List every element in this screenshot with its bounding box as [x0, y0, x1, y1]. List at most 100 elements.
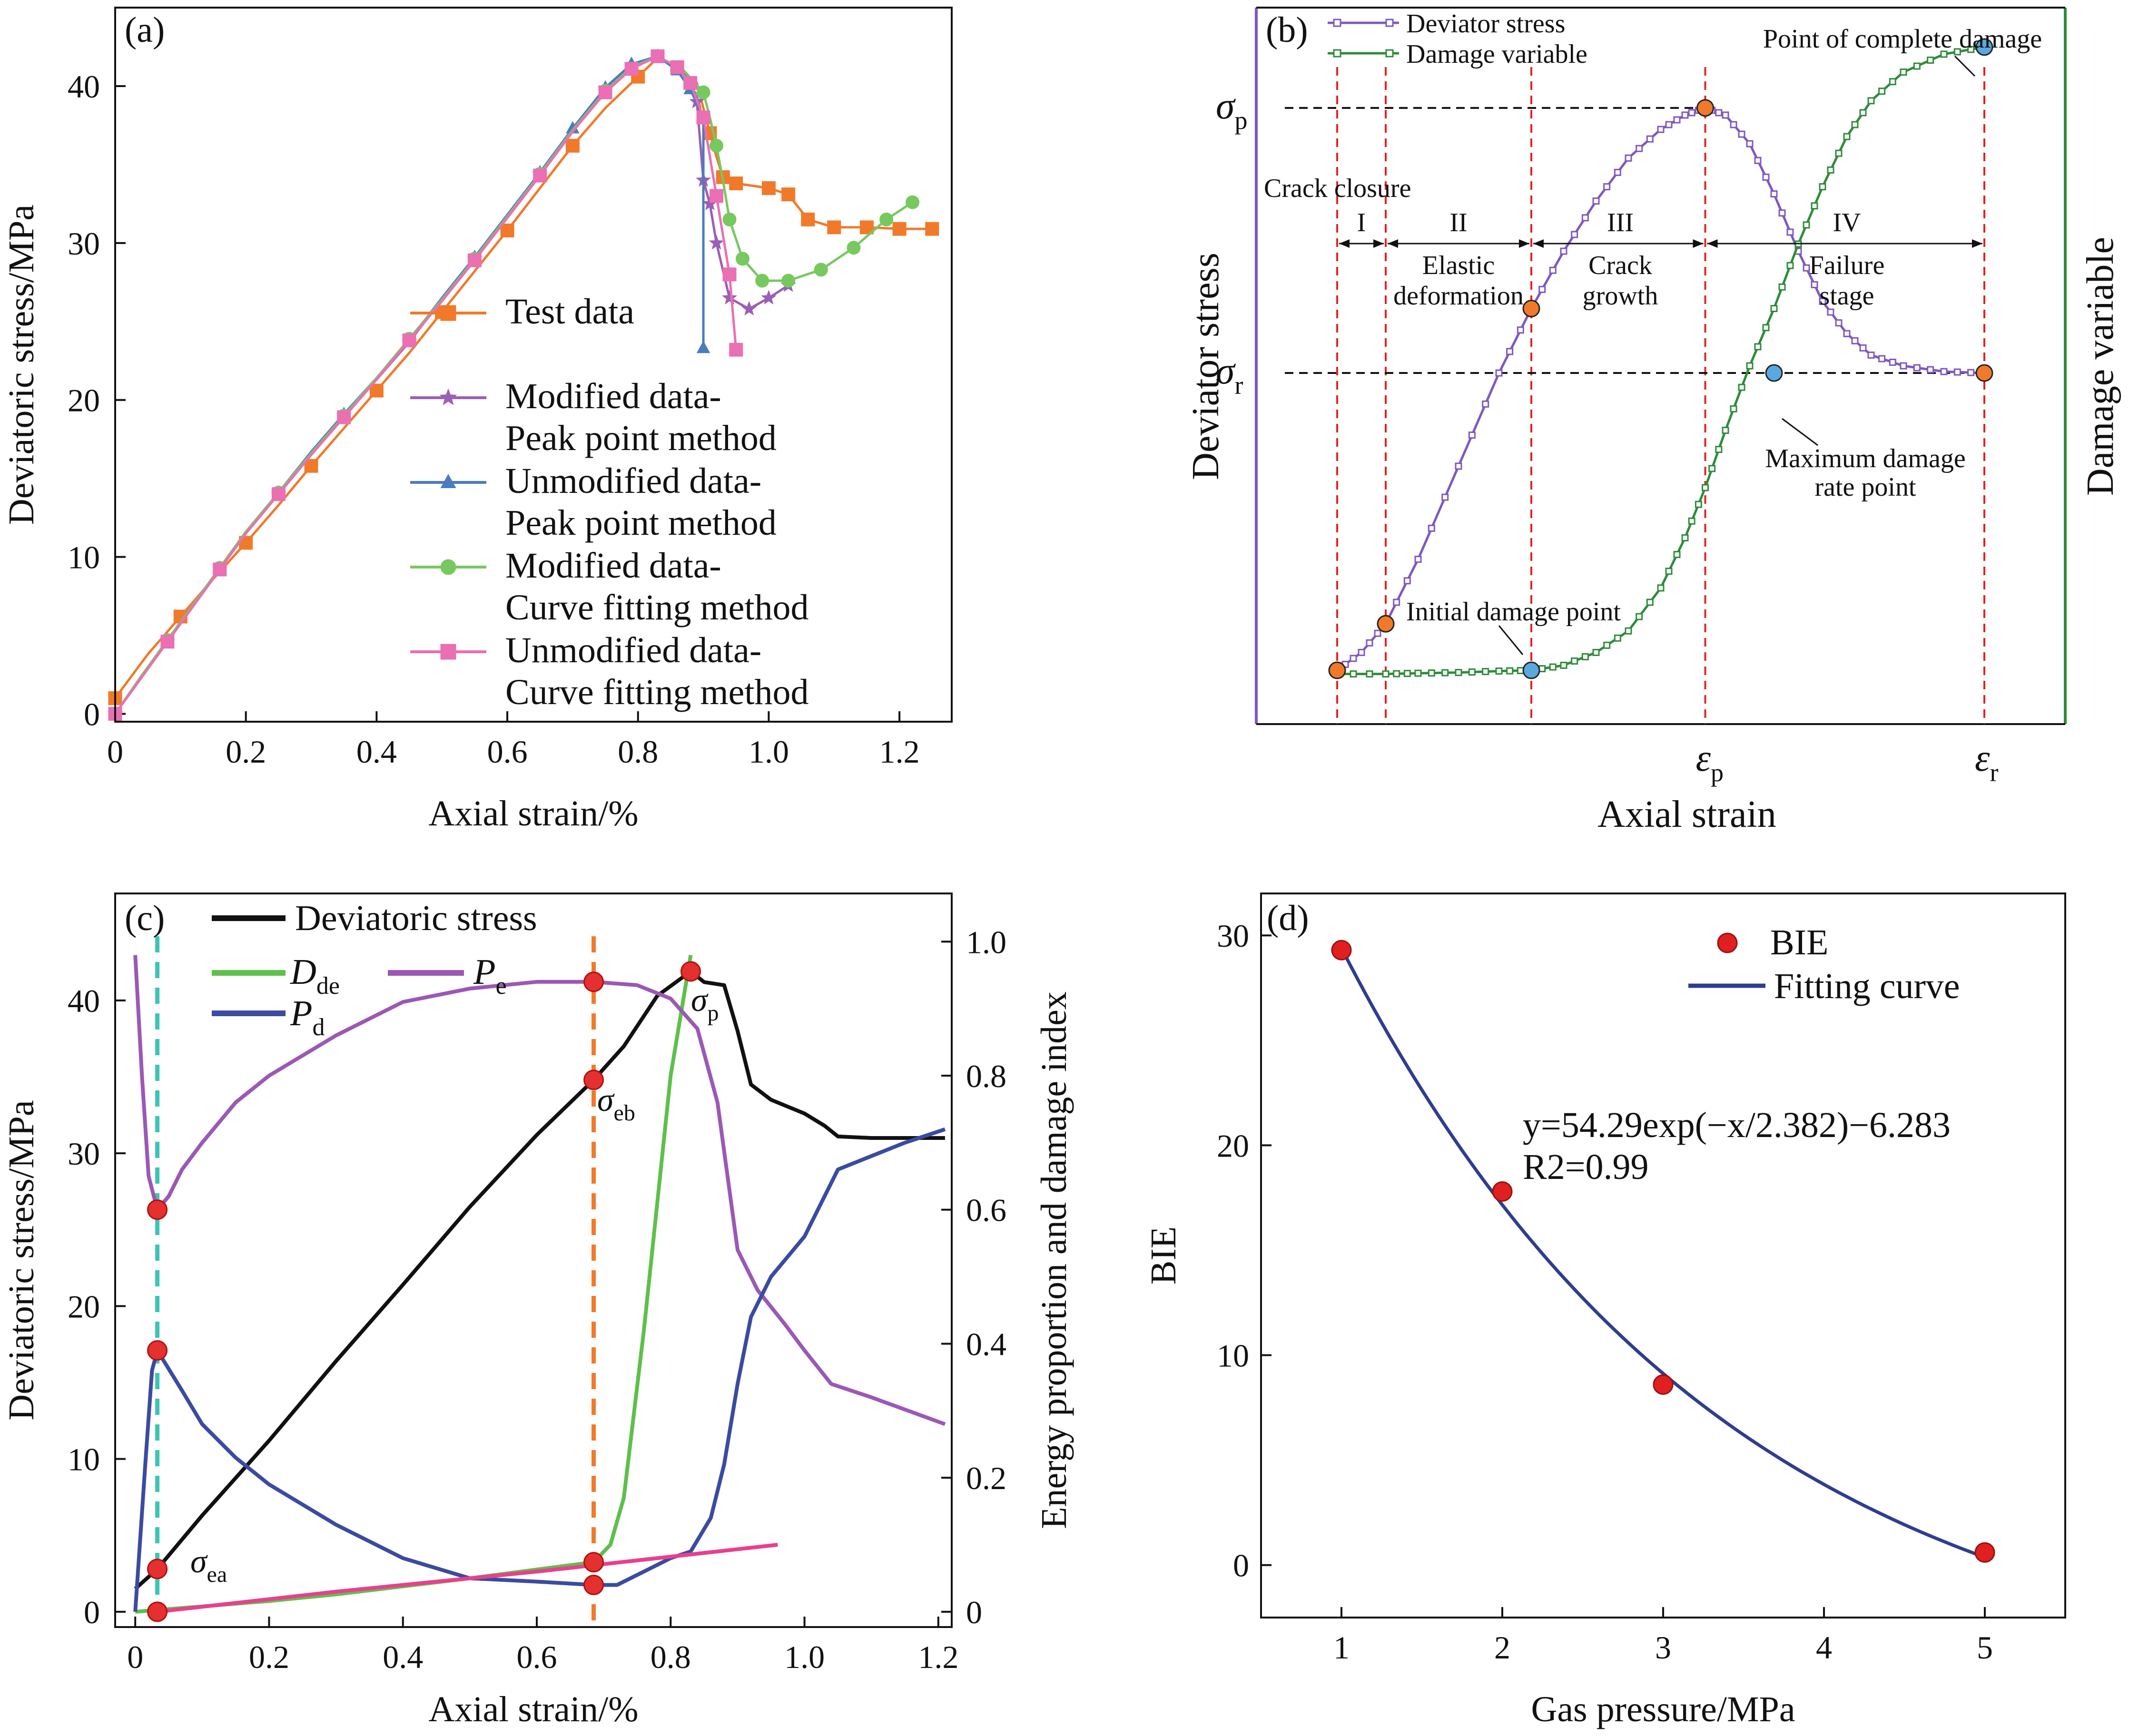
panel-c-key-point — [583, 1575, 604, 1596]
panel-c-xtick-label: 1.0 — [784, 1639, 825, 1675]
panel-b-series-marker-0 — [1953, 368, 1961, 376]
panel-a-legend-marker — [439, 388, 457, 405]
panel-b-series-marker-0 — [1715, 109, 1723, 117]
panel-b-series-marker-1 — [1953, 48, 1961, 56]
panel-c-background — [115, 893, 952, 1627]
panel-b-series-marker-1 — [1811, 202, 1818, 210]
panel-a-label: (a) — [125, 10, 165, 50]
panel-a-legend-label: Peak point method — [505, 503, 777, 543]
panel-d-data-point — [1492, 1181, 1513, 1202]
panel-a-x-axis-title: Axial strain/% — [428, 794, 638, 834]
panel-b-series-marker-1 — [1702, 484, 1709, 491]
panel-b-series-marker-1 — [1738, 383, 1745, 391]
panel-a-data-point-0 — [729, 176, 743, 190]
panel-a-data-point-3 — [814, 263, 828, 277]
panel-d-xtick-label: 1 — [1333, 1629, 1350, 1666]
panel-c-legend-label: Pe — [473, 952, 507, 1000]
panel-d-x-axis-title: Gas pressure/MPa — [1531, 1689, 1795, 1729]
panel-a-legend-marker — [440, 644, 456, 660]
panel-c-right-ytick-label: 0.2 — [966, 1460, 1006, 1496]
panel-b-series-marker-1 — [1468, 668, 1476, 676]
panel-c-series-line-2 — [133, 955, 946, 1426]
panel-b-series-marker-1 — [1614, 634, 1621, 642]
panel-b-series-marker-1 — [1495, 667, 1503, 675]
panel-a-data-point-0 — [892, 222, 907, 236]
panel-b-series-marker-0 — [1366, 639, 1373, 647]
panel-b-series-marker-1 — [1482, 668, 1489, 676]
panel-a-data-point-3 — [696, 85, 710, 99]
panel-b-legend-marker — [1385, 49, 1394, 58]
panel-a-data-point-0 — [304, 459, 318, 473]
panel-b-arrowhead — [1533, 239, 1544, 248]
panel-a-data-point-4 — [651, 49, 665, 63]
panel-b-series-marker-1 — [1366, 670, 1373, 678]
panel-b-series-marker-1 — [1665, 568, 1673, 575]
panel-b-annotation-max-damage: rate point — [1814, 472, 1916, 502]
panel-c-key-point — [583, 1552, 604, 1573]
panel-b-key-point — [1975, 364, 1993, 382]
panel-b-series-marker-1 — [1843, 133, 1851, 140]
panel-b-key-point — [1377, 615, 1395, 633]
panel-b-series-marker-0 — [1603, 183, 1611, 190]
panel-b-series-marker-0 — [1581, 214, 1589, 222]
panel-b-series-marker-1 — [1581, 653, 1589, 660]
panel-b-stage-name: Failure — [1809, 251, 1885, 280]
panel-b-series-marker-1 — [1560, 662, 1567, 669]
panel-c-ytick-label: 10 — [68, 1442, 100, 1478]
panel-b-annotation-crack-closure: Crack closure — [1264, 174, 1411, 203]
panel-a-data-point-4 — [683, 76, 698, 90]
panel-b-series-marker-0 — [1730, 121, 1737, 128]
panel-b-series-marker-0 — [1967, 369, 1975, 376]
panel-a-data-point-0 — [827, 220, 841, 235]
panel-b-arrowhead — [1519, 239, 1529, 248]
panel-a-data-point-3 — [722, 212, 737, 226]
panel-b-legend-marker — [1333, 49, 1341, 58]
panel-c-right-ytick-label: 1.0 — [966, 924, 1006, 960]
panel-b-series-marker-1 — [1657, 584, 1665, 592]
panel-a-data-point-4 — [467, 253, 482, 267]
panel-b-series-marker-1 — [1393, 670, 1400, 677]
panel-b-series-marker-1 — [1455, 669, 1462, 677]
panel-c-frame — [114, 893, 953, 1628]
panel-b-stage-name: growth — [1583, 281, 1658, 311]
panel-a-data-point-1 — [709, 235, 724, 250]
panel-b-series-marker-0 — [1393, 598, 1400, 606]
panel-b-series-marker-1 — [1441, 669, 1449, 677]
panel-b-annotation-pointer — [1782, 418, 1818, 446]
panel-b-series-marker-1 — [1636, 613, 1643, 620]
panel-b-series-marker-1 — [1681, 534, 1689, 541]
panel-a-data-point-4 — [598, 85, 612, 99]
panel-b-series-marker-0 — [1592, 197, 1600, 205]
panel-b-annotation-max-damage: Maximum damage — [1765, 444, 1965, 473]
panel-d-data-point — [1974, 1542, 1995, 1563]
panel-d-xtick-label: 3 — [1655, 1629, 1671, 1666]
panel-a-data-point-3 — [879, 212, 894, 226]
panel-b-series-marker-0 — [1940, 368, 1948, 375]
panel-a-y-axis-title: Deviatoric stress/MPa — [1, 205, 41, 525]
panel-c-key-point — [147, 1340, 168, 1361]
panel-a-xtick-label: 1.2 — [879, 734, 920, 770]
panel-b-series-marker-0 — [1571, 231, 1578, 238]
panel-b-series-marker-0 — [1913, 364, 1921, 372]
panel-a-legend-label: Unmodified data- — [505, 630, 761, 670]
panel-a-data-point-0 — [761, 181, 776, 195]
panel-c-series-line-4 — [157, 1543, 778, 1614]
panel-b-label: (b) — [1266, 10, 1308, 50]
panel-b-series-marker-0 — [1441, 493, 1449, 501]
panel-b-series-marker-1 — [1786, 262, 1794, 269]
panel-a-data-point-1 — [702, 196, 718, 210]
panel-b-series-marker-1 — [1762, 324, 1770, 332]
panel-d-fitting-curve — [1340, 947, 1986, 1559]
panel-b-series-marker-0 — [1681, 111, 1689, 119]
panel-d-frame — [1260, 893, 2066, 1618]
panel-b-series-marker-0 — [1374, 629, 1381, 637]
panel-d-ytick-label: 30 — [1217, 918, 1249, 954]
panel-c-point-label: σea — [190, 1543, 227, 1587]
panel-a-data-point-0 — [500, 223, 514, 237]
panel-b-series-marker-0 — [1414, 556, 1422, 563]
panel-c-legend-label: Deviatoric stress — [295, 898, 537, 938]
panel-b-series-marker-1 — [1403, 670, 1411, 677]
panel-b-series-marker-0 — [1495, 369, 1503, 377]
panel-b-series-marker-0 — [1468, 432, 1476, 439]
panel-a-xtick-label: 0.8 — [618, 734, 658, 770]
